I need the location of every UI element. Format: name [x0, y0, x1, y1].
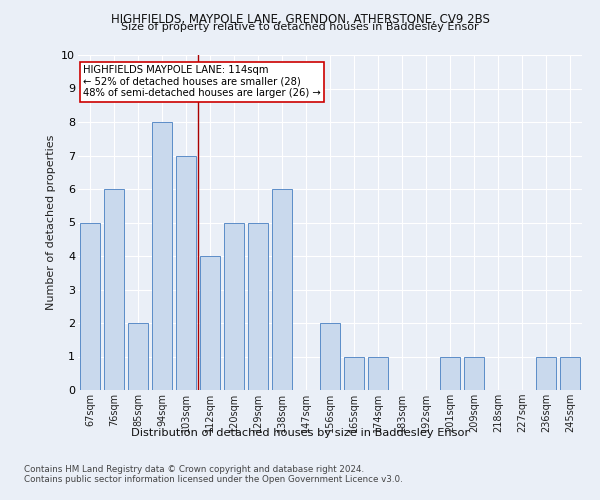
Bar: [440, 356, 460, 390]
Bar: [200, 256, 220, 390]
Bar: [128, 323, 148, 390]
Bar: [224, 222, 244, 390]
Bar: [80, 222, 100, 390]
Text: HIGHFIELDS MAYPOLE LANE: 114sqm
← 52% of detached houses are smaller (28)
48% of: HIGHFIELDS MAYPOLE LANE: 114sqm ← 52% of…: [83, 65, 321, 98]
Bar: [560, 356, 580, 390]
Bar: [176, 156, 196, 390]
Text: Distribution of detached houses by size in Baddesley Ensor: Distribution of detached houses by size …: [131, 428, 469, 438]
Bar: [152, 122, 172, 390]
Text: Contains public sector information licensed under the Open Government Licence v3: Contains public sector information licen…: [24, 476, 403, 484]
Bar: [320, 323, 340, 390]
Bar: [104, 189, 124, 390]
Bar: [344, 356, 364, 390]
Text: HIGHFIELDS, MAYPOLE LANE, GRENDON, ATHERSTONE, CV9 2BS: HIGHFIELDS, MAYPOLE LANE, GRENDON, ATHER…: [110, 12, 490, 26]
Text: Size of property relative to detached houses in Baddesley Ensor: Size of property relative to detached ho…: [121, 22, 479, 32]
Bar: [368, 356, 388, 390]
Bar: [536, 356, 556, 390]
Bar: [464, 356, 484, 390]
Text: Contains HM Land Registry data © Crown copyright and database right 2024.: Contains HM Land Registry data © Crown c…: [24, 464, 364, 473]
Bar: [248, 222, 268, 390]
Y-axis label: Number of detached properties: Number of detached properties: [46, 135, 56, 310]
Bar: [272, 189, 292, 390]
